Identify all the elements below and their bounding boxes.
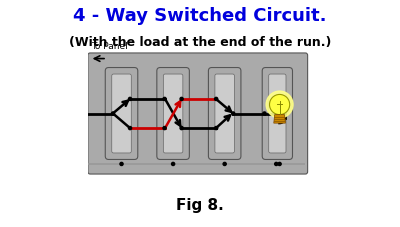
Circle shape [263, 112, 266, 115]
FancyBboxPatch shape [163, 74, 183, 153]
Circle shape [163, 126, 166, 130]
Circle shape [180, 126, 183, 130]
Text: To Panel: To Panel [90, 42, 127, 51]
Circle shape [214, 126, 218, 130]
Circle shape [270, 94, 290, 115]
FancyBboxPatch shape [269, 74, 286, 153]
Text: (With the load at the end of the run.): (With the load at the end of the run.) [69, 36, 331, 49]
FancyBboxPatch shape [105, 68, 138, 159]
Circle shape [112, 112, 114, 115]
FancyBboxPatch shape [157, 68, 189, 159]
Text: 4 - Way Switched Circuit.: 4 - Way Switched Circuit. [73, 7, 327, 25]
Text: Fig 8.: Fig 8. [176, 198, 224, 213]
Circle shape [278, 162, 281, 165]
FancyBboxPatch shape [88, 53, 308, 174]
FancyBboxPatch shape [215, 74, 234, 153]
FancyBboxPatch shape [208, 68, 241, 159]
FancyBboxPatch shape [262, 68, 292, 159]
Circle shape [223, 162, 226, 165]
Polygon shape [274, 115, 286, 123]
Circle shape [180, 97, 183, 101]
FancyBboxPatch shape [112, 74, 131, 153]
Circle shape [120, 162, 123, 165]
Circle shape [214, 97, 218, 101]
Circle shape [163, 97, 166, 101]
Circle shape [128, 126, 132, 130]
Circle shape [128, 97, 132, 101]
Circle shape [275, 162, 278, 165]
Circle shape [232, 112, 235, 115]
Circle shape [266, 91, 293, 118]
Circle shape [172, 162, 175, 165]
